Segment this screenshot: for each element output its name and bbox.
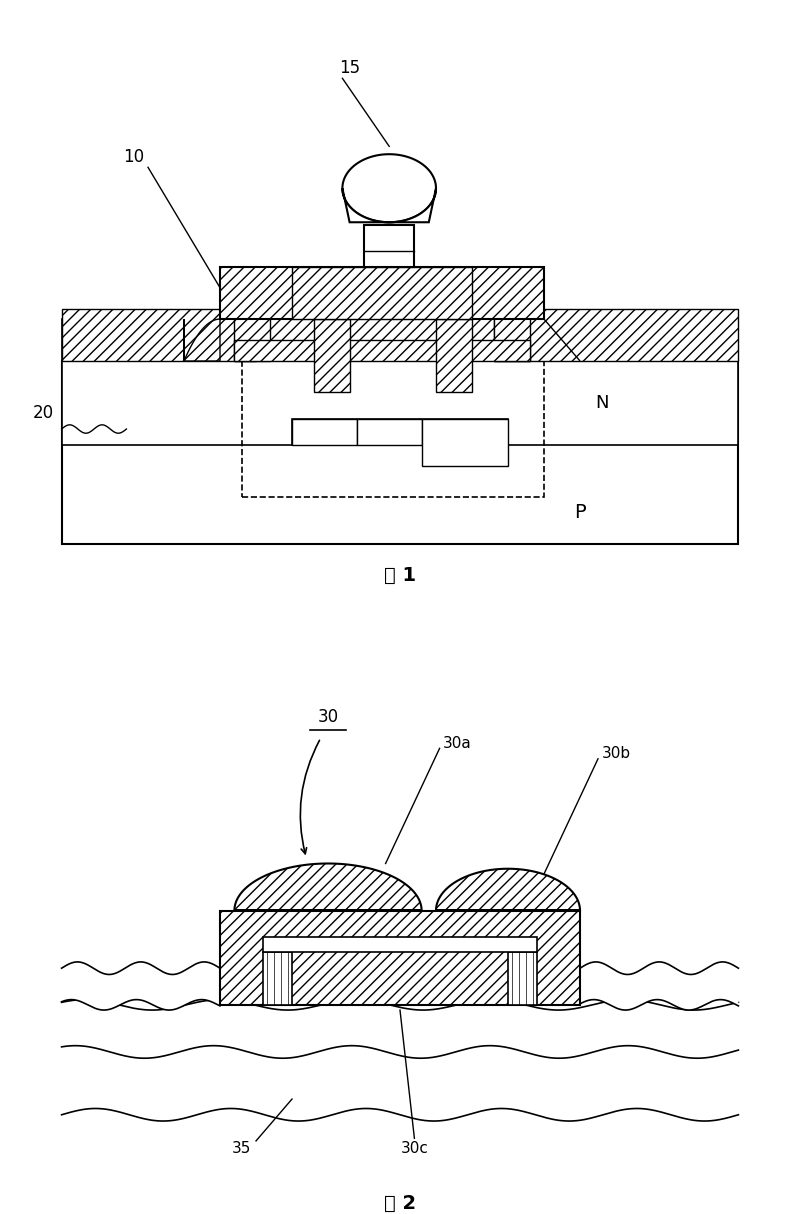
- Text: N$^+$: N$^+$: [441, 444, 460, 460]
- FancyBboxPatch shape: [292, 419, 357, 444]
- FancyBboxPatch shape: [234, 340, 530, 361]
- Text: 图 1: 图 1: [384, 566, 416, 585]
- FancyBboxPatch shape: [314, 319, 350, 392]
- FancyBboxPatch shape: [62, 308, 256, 361]
- Polygon shape: [62, 1045, 738, 1121]
- Polygon shape: [184, 319, 220, 361]
- Text: N$^+$: N$^+$: [316, 424, 333, 439]
- Text: 30: 30: [318, 708, 338, 726]
- Polygon shape: [234, 863, 422, 910]
- Polygon shape: [494, 308, 530, 361]
- Text: P: P: [574, 504, 586, 522]
- Polygon shape: [234, 308, 270, 361]
- Text: 30b: 30b: [602, 747, 630, 761]
- FancyBboxPatch shape: [263, 937, 537, 953]
- Text: 30a: 30a: [443, 736, 472, 750]
- FancyBboxPatch shape: [292, 419, 508, 444]
- Polygon shape: [62, 961, 220, 1010]
- FancyBboxPatch shape: [220, 267, 544, 319]
- Text: 15: 15: [339, 58, 360, 76]
- Text: 图 2: 图 2: [384, 1195, 416, 1213]
- FancyBboxPatch shape: [62, 361, 738, 544]
- Polygon shape: [342, 188, 436, 222]
- FancyBboxPatch shape: [62, 319, 738, 361]
- FancyBboxPatch shape: [357, 419, 422, 444]
- Text: 35: 35: [232, 1141, 251, 1156]
- FancyBboxPatch shape: [422, 419, 508, 466]
- Text: 10: 10: [123, 148, 144, 166]
- FancyBboxPatch shape: [292, 267, 472, 319]
- Polygon shape: [62, 999, 738, 1059]
- Text: 30c: 30c: [401, 1141, 428, 1156]
- FancyBboxPatch shape: [364, 225, 414, 267]
- FancyBboxPatch shape: [263, 953, 292, 1005]
- FancyBboxPatch shape: [220, 910, 580, 1005]
- Polygon shape: [544, 319, 580, 361]
- Polygon shape: [580, 961, 738, 1010]
- Text: N: N: [595, 393, 608, 412]
- Text: 20: 20: [33, 404, 54, 422]
- FancyBboxPatch shape: [436, 319, 472, 392]
- Polygon shape: [436, 869, 580, 910]
- Text: P: P: [386, 426, 393, 437]
- FancyBboxPatch shape: [494, 308, 738, 361]
- FancyBboxPatch shape: [508, 953, 537, 1005]
- FancyBboxPatch shape: [62, 361, 738, 444]
- Polygon shape: [342, 154, 436, 222]
